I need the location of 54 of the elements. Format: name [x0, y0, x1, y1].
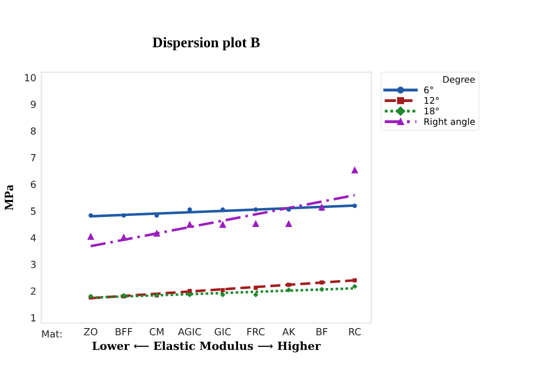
y-tick-label: 4 [30, 234, 36, 242]
point [285, 220, 292, 228]
point [319, 286, 324, 292]
point [253, 292, 258, 298]
x-tick-label: RC [349, 328, 361, 336]
point [88, 213, 93, 218]
x-tick-label: AK [282, 328, 296, 336]
point [186, 220, 194, 228]
y-tick-label: 1 [31, 314, 36, 322]
x-tick-label: FRC [247, 328, 265, 336]
chart-title: Dispersion plot B [152, 37, 260, 50]
x-axis-title: Lower ⟵ Elastic Modulus ⟶ Higher [92, 341, 321, 352]
point [220, 288, 225, 292]
x-tick-label: GIC [214, 328, 231, 336]
point [87, 232, 94, 240]
x-tick-label: BF [316, 328, 328, 336]
legend-title: Degree [443, 76, 475, 85]
x-tick-label: CM [150, 328, 164, 336]
point [254, 207, 258, 212]
point [320, 280, 324, 285]
y-tick-label: 9 [30, 100, 36, 108]
point [188, 207, 192, 212]
y-axis-title: MPa [4, 184, 14, 210]
point [286, 282, 291, 287]
point [188, 288, 192, 294]
point [352, 278, 357, 282]
y-tick-label: 7 [31, 154, 36, 162]
point [254, 286, 258, 290]
y-tick-label: 2 [30, 287, 36, 295]
legend-label: 6° [424, 86, 433, 94]
point [220, 292, 226, 298]
legend-label: 12° [424, 97, 439, 104]
point [219, 220, 226, 228]
y-tick-label: 6 [30, 180, 36, 188]
point [286, 287, 292, 293]
point [120, 234, 128, 241]
point [318, 203, 326, 210]
y-tick-label: 10 [25, 74, 36, 82]
point [252, 220, 260, 228]
point [153, 230, 160, 237]
point [352, 284, 358, 290]
point [122, 213, 126, 218]
text: Mat: [42, 330, 62, 338]
y-tick-label: 3 [30, 260, 36, 268]
point [286, 207, 291, 212]
x-tick-label: AGIC [178, 328, 202, 336]
point [351, 166, 358, 174]
y-tick-label: 8 [30, 127, 36, 135]
x-tick-label: BFF [116, 328, 132, 336]
y-tick-label: 5 [30, 208, 36, 215]
point [352, 204, 357, 208]
legend-label: 18° [424, 108, 439, 114]
legend-label: Right angle [424, 118, 475, 127]
x-tick-label: ZO [84, 328, 98, 336]
